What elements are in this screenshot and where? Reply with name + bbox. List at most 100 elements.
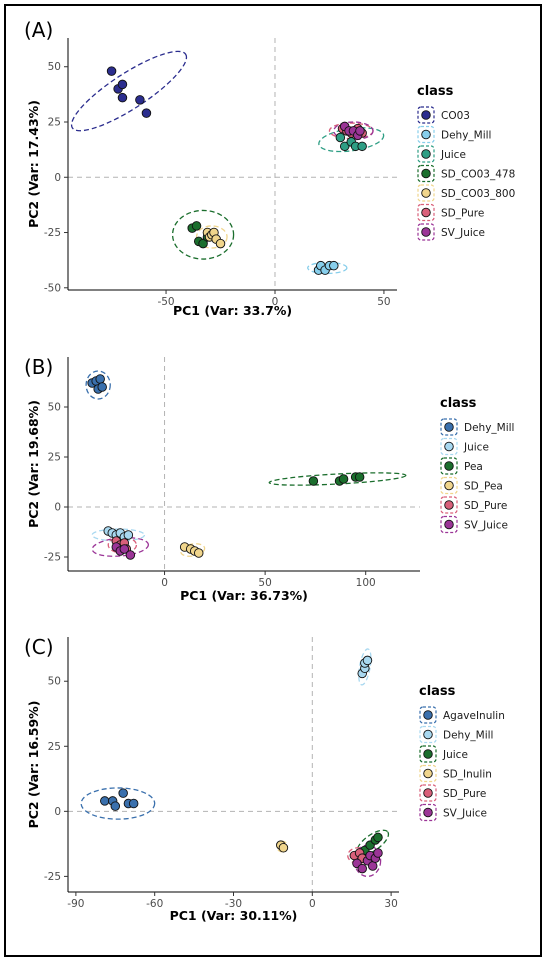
data-point-co03 — [117, 92, 128, 103]
legend-key-box — [419, 764, 437, 783]
legend-key-dot — [423, 768, 433, 779]
legend-key-dot — [423, 729, 433, 740]
legend: class CO03 Dehy_Mill Juice SD_CO03_478 SD_CO0… — [417, 84, 515, 241]
legend-label: AgaveInulin — [443, 710, 505, 722]
x-tick-label: -50 — [157, 296, 174, 308]
legend-key-box — [417, 223, 435, 241]
legend-key-box — [419, 784, 437, 802]
data-point-sd-co03-478 — [191, 221, 202, 231]
legend-label: SD_Pea — [464, 481, 503, 493]
plot-area — [80, 648, 390, 878]
data-point-juice — [123, 530, 134, 540]
data-point-juice — [335, 132, 346, 143]
legend-key-box — [419, 725, 437, 744]
legend-key-box — [417, 184, 435, 202]
legend-key-box — [417, 106, 435, 124]
y-tick-label: -25 — [44, 871, 61, 883]
confidence-ellipse-dehy-mill — [307, 261, 348, 275]
data-point-juice — [357, 141, 367, 152]
legend-key-dot — [421, 129, 431, 140]
legend-label: SD_CO03_478 — [441, 169, 515, 181]
legend-label: Juice — [440, 149, 466, 161]
panel-label: (B) — [24, 355, 53, 379]
legend-key-dot — [421, 110, 431, 120]
x-tick-label: 100 — [356, 577, 376, 589]
legend-key-dot — [421, 227, 431, 237]
legend-key-dot — [444, 441, 454, 452]
legend-key-dot — [444, 519, 454, 530]
data-point-sv-juice — [357, 863, 367, 874]
data-point-pea — [308, 476, 319, 486]
y-axis-title: PC2 (Var: 19.68%) — [26, 400, 41, 528]
legend-key-dot — [444, 480, 454, 491]
y-tick-label: 0 — [54, 172, 61, 184]
x-axis-title: PC1 (Var: 30.11%) — [170, 908, 298, 923]
panel-label: (A) — [24, 18, 53, 42]
data-point-sv-juice — [125, 550, 136, 560]
data-point-sd-co03-478 — [198, 238, 208, 249]
confidence-ellipse-agaveinulin — [80, 787, 156, 820]
data-point-agaveinulin — [110, 801, 121, 811]
x-tick-label: 50 — [258, 577, 271, 589]
confidence-ellipse-co03 — [70, 50, 188, 132]
confidence-ellipse-sd-co03-478 — [171, 209, 235, 260]
data-point-sv-juice — [355, 126, 365, 136]
legend-key-dot — [423, 807, 433, 818]
legend-key-box — [419, 803, 437, 822]
panel-label: (C) — [24, 635, 54, 659]
legend-key-dot — [423, 710, 433, 720]
legend-key-box — [417, 125, 435, 144]
data-point-agaveinulin — [100, 796, 110, 806]
legend-label: Juice — [442, 749, 468, 761]
data-point-sd-pea — [193, 548, 204, 558]
legend-key-box — [440, 437, 458, 456]
legend-label: Pea — [464, 461, 483, 473]
legend-label: Dehy_Mill — [464, 422, 514, 434]
data-point-sv-juice — [119, 544, 130, 554]
data-point-sd-inulin — [278, 843, 289, 853]
legend-label: SD_CO03_800 — [441, 188, 515, 200]
legend-key-dot — [421, 207, 431, 218]
data-point-dehy-mill — [362, 655, 373, 666]
y-tick-label: 0 — [54, 502, 61, 514]
x-axis-title: PC1 (Var: 33.7%) — [173, 303, 292, 318]
data-point-dehy-mill — [95, 374, 105, 384]
legend-label: SD_Pure — [443, 788, 486, 800]
legend-key-box — [440, 418, 458, 436]
data-point-co03 — [117, 79, 128, 90]
legend-key-dot — [421, 168, 431, 179]
legend-key-dot — [421, 188, 431, 198]
x-tick-label: -60 — [146, 898, 163, 910]
confidence-ellipse-sv-juice — [333, 121, 374, 141]
legend-key-dot — [444, 500, 454, 510]
legend-label: SD_Pure — [441, 208, 484, 220]
legend-key-box — [440, 496, 458, 514]
x-tick-label: 0 — [309, 898, 316, 910]
y-tick-label: 50 — [48, 61, 61, 73]
legend-key-box — [419, 745, 437, 763]
x-tick-label: 0 — [161, 577, 168, 589]
y-axis-title: PC2 (Var: 16.59%) — [26, 701, 41, 829]
legend-key-dot — [444, 461, 454, 471]
legend-title: class — [419, 684, 456, 699]
legend-key-box — [440, 515, 458, 534]
legend-key-box — [440, 457, 458, 475]
y-tick-label: 50 — [48, 676, 61, 688]
plot-area — [85, 370, 407, 560]
legend-key-box — [417, 164, 435, 183]
legend-label: SD_Inulin — [443, 769, 492, 781]
data-point-pea — [338, 474, 349, 484]
data-point-juice — [373, 832, 383, 843]
x-axis-title: PC1 (Var: 36.73%) — [180, 588, 308, 603]
confidence-ellipse-sd-co03-800 — [195, 225, 228, 249]
legend-label: SV_Juice — [464, 520, 508, 532]
legend-label: Dehy_Mill — [441, 130, 491, 142]
data-point-sd-co03-800 — [215, 238, 226, 249]
figure-frame — [4, 4, 542, 957]
legend-key-box — [417, 145, 435, 163]
data-point-sv-juice — [367, 861, 378, 871]
legend-title: class — [417, 84, 454, 99]
data-point-co03 — [135, 95, 145, 105]
